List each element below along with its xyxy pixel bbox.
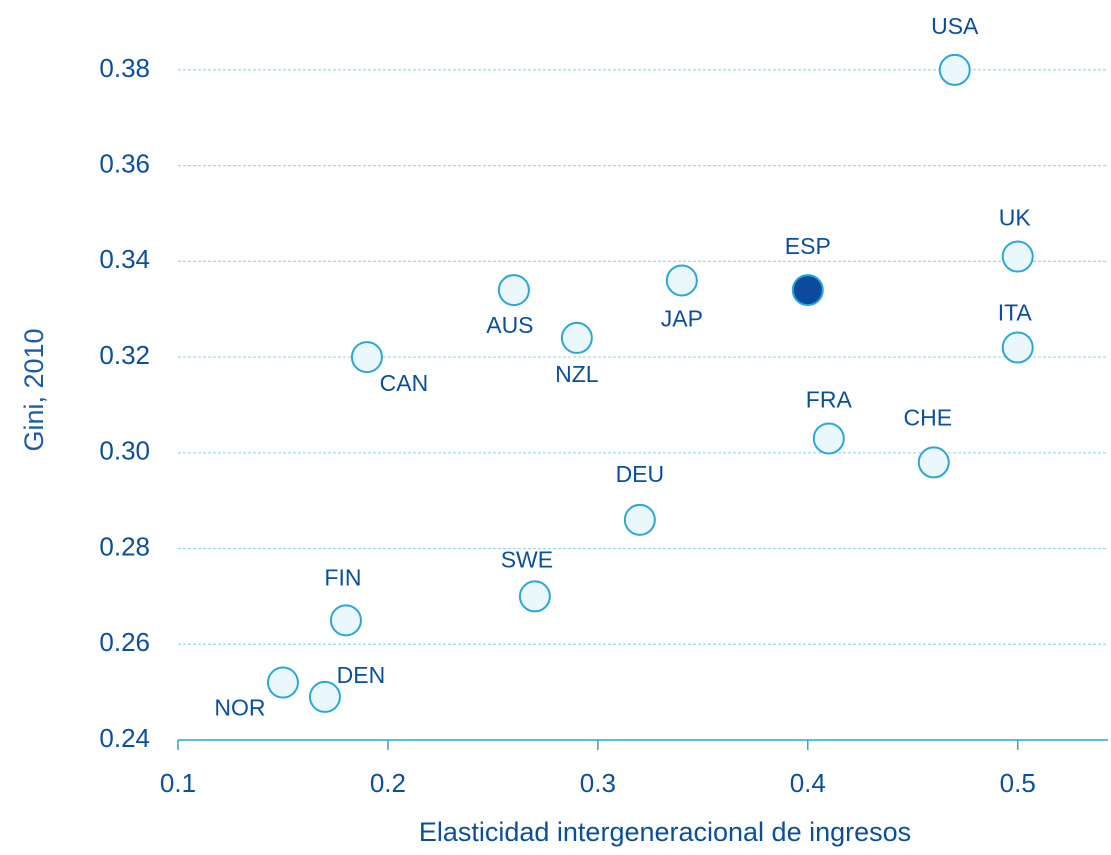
point xyxy=(497,274,530,307)
point-label: DEN xyxy=(337,662,386,688)
point xyxy=(665,264,698,297)
point xyxy=(560,321,593,354)
x-tick-label: 0.2 xyxy=(370,768,406,798)
point-label: CHE xyxy=(903,404,952,430)
point xyxy=(917,446,950,479)
point-label: DEU xyxy=(616,461,665,487)
x-tick-label: 0.1 xyxy=(160,768,196,798)
y-tick-label: 0.24 xyxy=(99,723,150,753)
point xyxy=(329,604,362,637)
point-label: AUS xyxy=(486,312,533,338)
point xyxy=(938,53,971,86)
y-tick-label: 0.34 xyxy=(99,244,150,274)
point xyxy=(623,503,656,536)
point-label: FRA xyxy=(806,387,853,413)
y-tick-label: 0.30 xyxy=(99,436,150,466)
point xyxy=(1001,240,1034,273)
y-tick-label: 0.28 xyxy=(99,531,150,561)
point-label: ITA xyxy=(998,300,1033,326)
point xyxy=(812,422,845,455)
point xyxy=(518,580,551,613)
y-axis-label: Gini, 2010 xyxy=(19,328,49,451)
point-label: CAN xyxy=(380,370,429,396)
y-tick-label: 0.36 xyxy=(99,148,150,178)
y-tick-label: 0.38 xyxy=(99,53,150,83)
point-label: UK xyxy=(999,205,1032,231)
point xyxy=(791,274,824,307)
y-tick-label: 0.26 xyxy=(99,627,150,657)
point-label: SWE xyxy=(501,546,553,572)
point xyxy=(266,666,299,699)
point-label: NZL xyxy=(555,361,599,387)
point-label: NOR xyxy=(214,695,265,721)
x-tick-label: 0.3 xyxy=(580,768,616,798)
point xyxy=(308,680,341,713)
point-label: ESP xyxy=(785,233,831,259)
y-tick-label: 0.32 xyxy=(99,340,150,370)
point-label: USA xyxy=(931,13,979,39)
point-label: JAP xyxy=(661,306,703,332)
point xyxy=(350,341,383,374)
x-axis-label: Elasticidad intergeneracional de ingreso… xyxy=(419,817,911,847)
x-tick-label: 0.5 xyxy=(1000,768,1036,798)
x-tick-label: 0.4 xyxy=(790,768,826,798)
point-label: FIN xyxy=(324,564,361,590)
point xyxy=(1001,331,1034,364)
